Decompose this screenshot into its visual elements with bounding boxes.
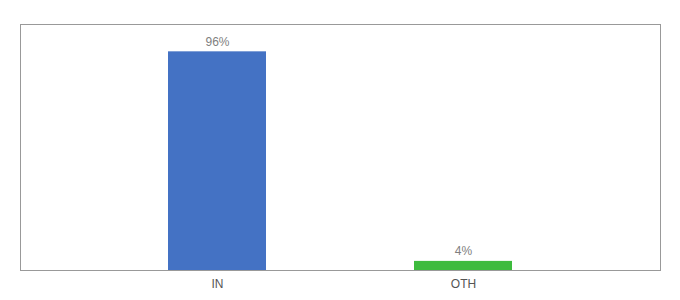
svg-text:4%: 4% bbox=[455, 244, 473, 258]
svg-text:96%: 96% bbox=[205, 35, 229, 49]
svg-text:OTH: OTH bbox=[451, 277, 476, 291]
svg-text:IN: IN bbox=[212, 277, 224, 291]
